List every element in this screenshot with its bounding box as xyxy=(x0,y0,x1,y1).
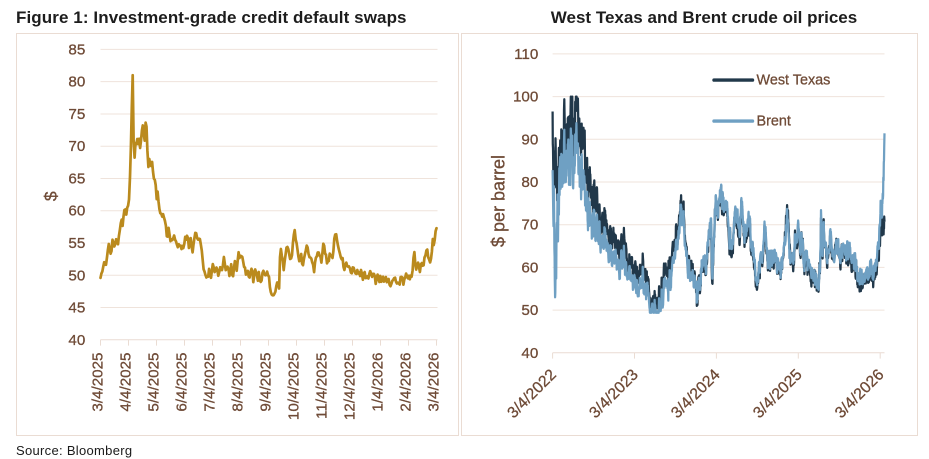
svg-text:70: 70 xyxy=(521,217,538,234)
svg-text:3/4/2026: 3/4/2026 xyxy=(426,353,443,412)
svg-text:60: 60 xyxy=(68,203,85,220)
svg-text:60: 60 xyxy=(521,259,538,276)
svg-text:40: 40 xyxy=(68,332,85,349)
svg-text:12/4/2025: 12/4/2025 xyxy=(342,353,359,421)
svg-text:40: 40 xyxy=(521,345,538,362)
svg-text:1/4/2026: 1/4/2026 xyxy=(370,353,387,412)
svg-text:80: 80 xyxy=(521,174,538,191)
svg-text:West Texas: West Texas xyxy=(757,73,831,89)
svg-text:8/4/2025: 8/4/2025 xyxy=(230,353,247,412)
svg-text:7/4/2025: 7/4/2025 xyxy=(202,353,219,412)
svg-text:5/4/2025: 5/4/2025 xyxy=(146,353,163,412)
svg-text:10/4/2025: 10/4/2025 xyxy=(286,353,303,421)
svg-text:75: 75 xyxy=(68,106,85,123)
svg-text:110: 110 xyxy=(514,46,538,63)
svg-text:4/4/2025: 4/4/2025 xyxy=(118,353,135,412)
svg-text:9/4/2025: 9/4/2025 xyxy=(258,353,275,412)
svg-text:80: 80 xyxy=(68,74,85,91)
svg-text:65: 65 xyxy=(68,170,85,187)
svg-text:90: 90 xyxy=(521,131,538,148)
svg-text:85: 85 xyxy=(68,41,85,58)
svg-text:55: 55 xyxy=(68,235,85,252)
svg-text:6/4/2025: 6/4/2025 xyxy=(174,353,191,412)
svg-text:50: 50 xyxy=(521,302,538,319)
svg-text:45: 45 xyxy=(68,300,85,317)
svg-text:50: 50 xyxy=(68,267,85,284)
svg-text:11/4/2025: 11/4/2025 xyxy=(314,353,331,419)
svg-text:Brent: Brent xyxy=(757,114,791,130)
svg-text:100: 100 xyxy=(513,89,538,106)
svg-text:$ per barrel: $ per barrel xyxy=(489,155,509,247)
svg-text:$: $ xyxy=(41,191,61,201)
svg-text:3/4/2025: 3/4/2025 xyxy=(90,353,107,412)
svg-text:2/4/2026: 2/4/2026 xyxy=(398,353,415,412)
svg-text:70: 70 xyxy=(68,138,85,155)
